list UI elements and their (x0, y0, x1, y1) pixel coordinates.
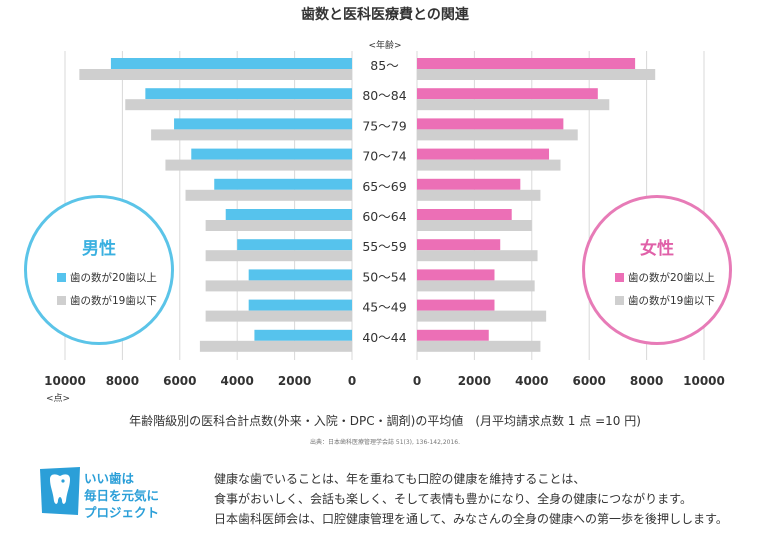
bar-男性-20plus (174, 118, 352, 130)
x-tick-label-left: 10000 (44, 374, 86, 388)
age-category-label: 60～64 (362, 209, 406, 224)
bar-男性-19minus (185, 189, 352, 201)
legend-swatch-male-20plus (57, 273, 66, 282)
age-category-label: 55～59 (362, 239, 406, 254)
age-category-label: 80～84 (362, 88, 406, 103)
legend-female-item-20plus: 歯の数が20歯以上 (615, 270, 715, 285)
bar-男性-20plus (225, 209, 352, 220)
bar-男性-20plus (248, 269, 352, 281)
bar-男性-19minus (125, 99, 353, 111)
bar-女性-19minus (417, 340, 541, 352)
legend-male-item-19minus: 歯の数が19歯以下 (57, 293, 157, 308)
bar-女性-19minus (417, 220, 532, 231)
legend-label: 歯の数が19歯以下 (70, 295, 157, 307)
legend-male-title: 男性 (82, 239, 116, 259)
body-text-line: 健康な歯でいることは、年を重ねても口腔の健康を維持することは、 (214, 472, 586, 486)
bar-男性-20plus (214, 178, 352, 190)
age-category-label: 70～74 (362, 149, 406, 164)
tooth-icon (40, 467, 80, 515)
age-category-label: 50～54 (362, 269, 406, 284)
body-text-line: 食事がおいしく、会話も楽しく、そして表情も豊かになり、全身の健康につながります。 (214, 492, 692, 506)
project-banner: いい歯は 毎日を元気に プロジェクト (34, 462, 194, 524)
x-tick-label-right: 8000 (630, 374, 663, 388)
bar-女性-19minus (417, 99, 610, 111)
x-tick-label-right: 6000 (572, 374, 605, 388)
x-tick-label-left: 2000 (278, 374, 311, 388)
chart-caption: 年齢階級別の医科合計点数(外来・入院・DPC・調剤)の平均値 (月平均請求点数 … (129, 414, 641, 428)
x-tick-label-left: 0 (348, 374, 356, 388)
bar-男性-19minus (151, 129, 352, 141)
legend-label: 歯の数が19歯以下 (628, 295, 715, 307)
bar-女性-20plus (417, 239, 501, 251)
age-category-label: 40～44 (362, 330, 406, 345)
bar-男性-19minus (205, 280, 352, 292)
x-tick-label-left: 8000 (106, 374, 139, 388)
legend-female-title: 女性 (640, 239, 674, 259)
bar-女性-20plus (417, 148, 550, 160)
bar-男性-20plus (248, 299, 352, 311)
bar-女性-20plus (417, 118, 564, 130)
bar-男性-19minus (165, 159, 352, 171)
banner-line: 毎日を元気に (84, 488, 160, 503)
x-tick-label-left: 4000 (220, 374, 253, 388)
legend-label: 歯の数が20歯以上 (628, 272, 715, 284)
banner-line: プロジェクト (84, 505, 160, 520)
legend-female: 女性 歯の数が20歯以上 歯の数が19歯以下 (582, 195, 732, 345)
bar-男性-19minus (205, 250, 352, 262)
bar-男性-20plus (145, 88, 352, 100)
bar-女性-19minus (417, 250, 538, 262)
legend-male-item-20plus: 歯の数が20歯以上 (57, 270, 157, 285)
bar-女性-20plus (417, 299, 495, 311)
bar-男性-19minus (205, 220, 352, 231)
bar-男性-20plus (191, 148, 352, 160)
x-tick-label-right: 10000 (683, 374, 725, 388)
x-tick-label-right: 2000 (458, 374, 491, 388)
bar-女性-19minus (417, 189, 541, 201)
body-text-line: 日本歯科医師会は、口腔健康管理を通して、みなさんの全身の健康への第一歩を後押しし… (214, 512, 728, 526)
bar-女性-19minus (417, 310, 547, 322)
banner-line: いい歯は (84, 471, 135, 486)
age-category-label: 65～69 (362, 179, 406, 194)
legend-swatch-female-20plus (615, 273, 624, 282)
legend-swatch-male-19minus (57, 296, 66, 305)
bar-男性-20plus (237, 239, 352, 251)
age-category-label: 85～ (370, 58, 398, 73)
legend-label: 歯の数が20歯以上 (70, 272, 157, 284)
bar-男性-19minus (199, 340, 352, 352)
bar-女性-19minus (417, 280, 535, 292)
unit-label: <点> (46, 394, 71, 404)
bar-女性-20plus (417, 209, 512, 220)
legend-male: 男性 歯の数が20歯以上 歯の数が19歯以下 (24, 195, 174, 345)
bar-男性-19minus (205, 310, 352, 322)
bar-女性-20plus (417, 269, 495, 281)
legend-female-item-19minus: 歯の数が19歯以下 (615, 293, 715, 308)
age-category-label: 45～49 (362, 300, 406, 315)
chart-title: 歯数と医科医療費との関連 (301, 7, 469, 23)
age-axis-header: <年齢> (368, 41, 402, 51)
bar-女性-19minus (417, 129, 578, 141)
bar-女性-20plus (417, 329, 489, 341)
source-citation: 出典：日本歯科医療管理学会誌 51(3), 136-142,2016. (309, 439, 460, 446)
bar-男性-20plus (254, 329, 352, 341)
x-tick-label-right: 0 (413, 374, 421, 388)
legend-swatch-female-19minus (615, 296, 624, 305)
bar-女性-19minus (417, 159, 561, 171)
bar-男性-20plus (110, 58, 352, 69)
bar-男性-19minus (79, 69, 352, 80)
bar-女性-20plus (417, 88, 598, 100)
x-tick-label-right: 4000 (515, 374, 548, 388)
bar-女性-19minus (417, 69, 656, 80)
bar-女性-20plus (417, 58, 636, 69)
bar-女性-20plus (417, 178, 521, 190)
x-tick-label-left: 6000 (163, 374, 196, 388)
age-category-label: 75～79 (362, 118, 406, 133)
